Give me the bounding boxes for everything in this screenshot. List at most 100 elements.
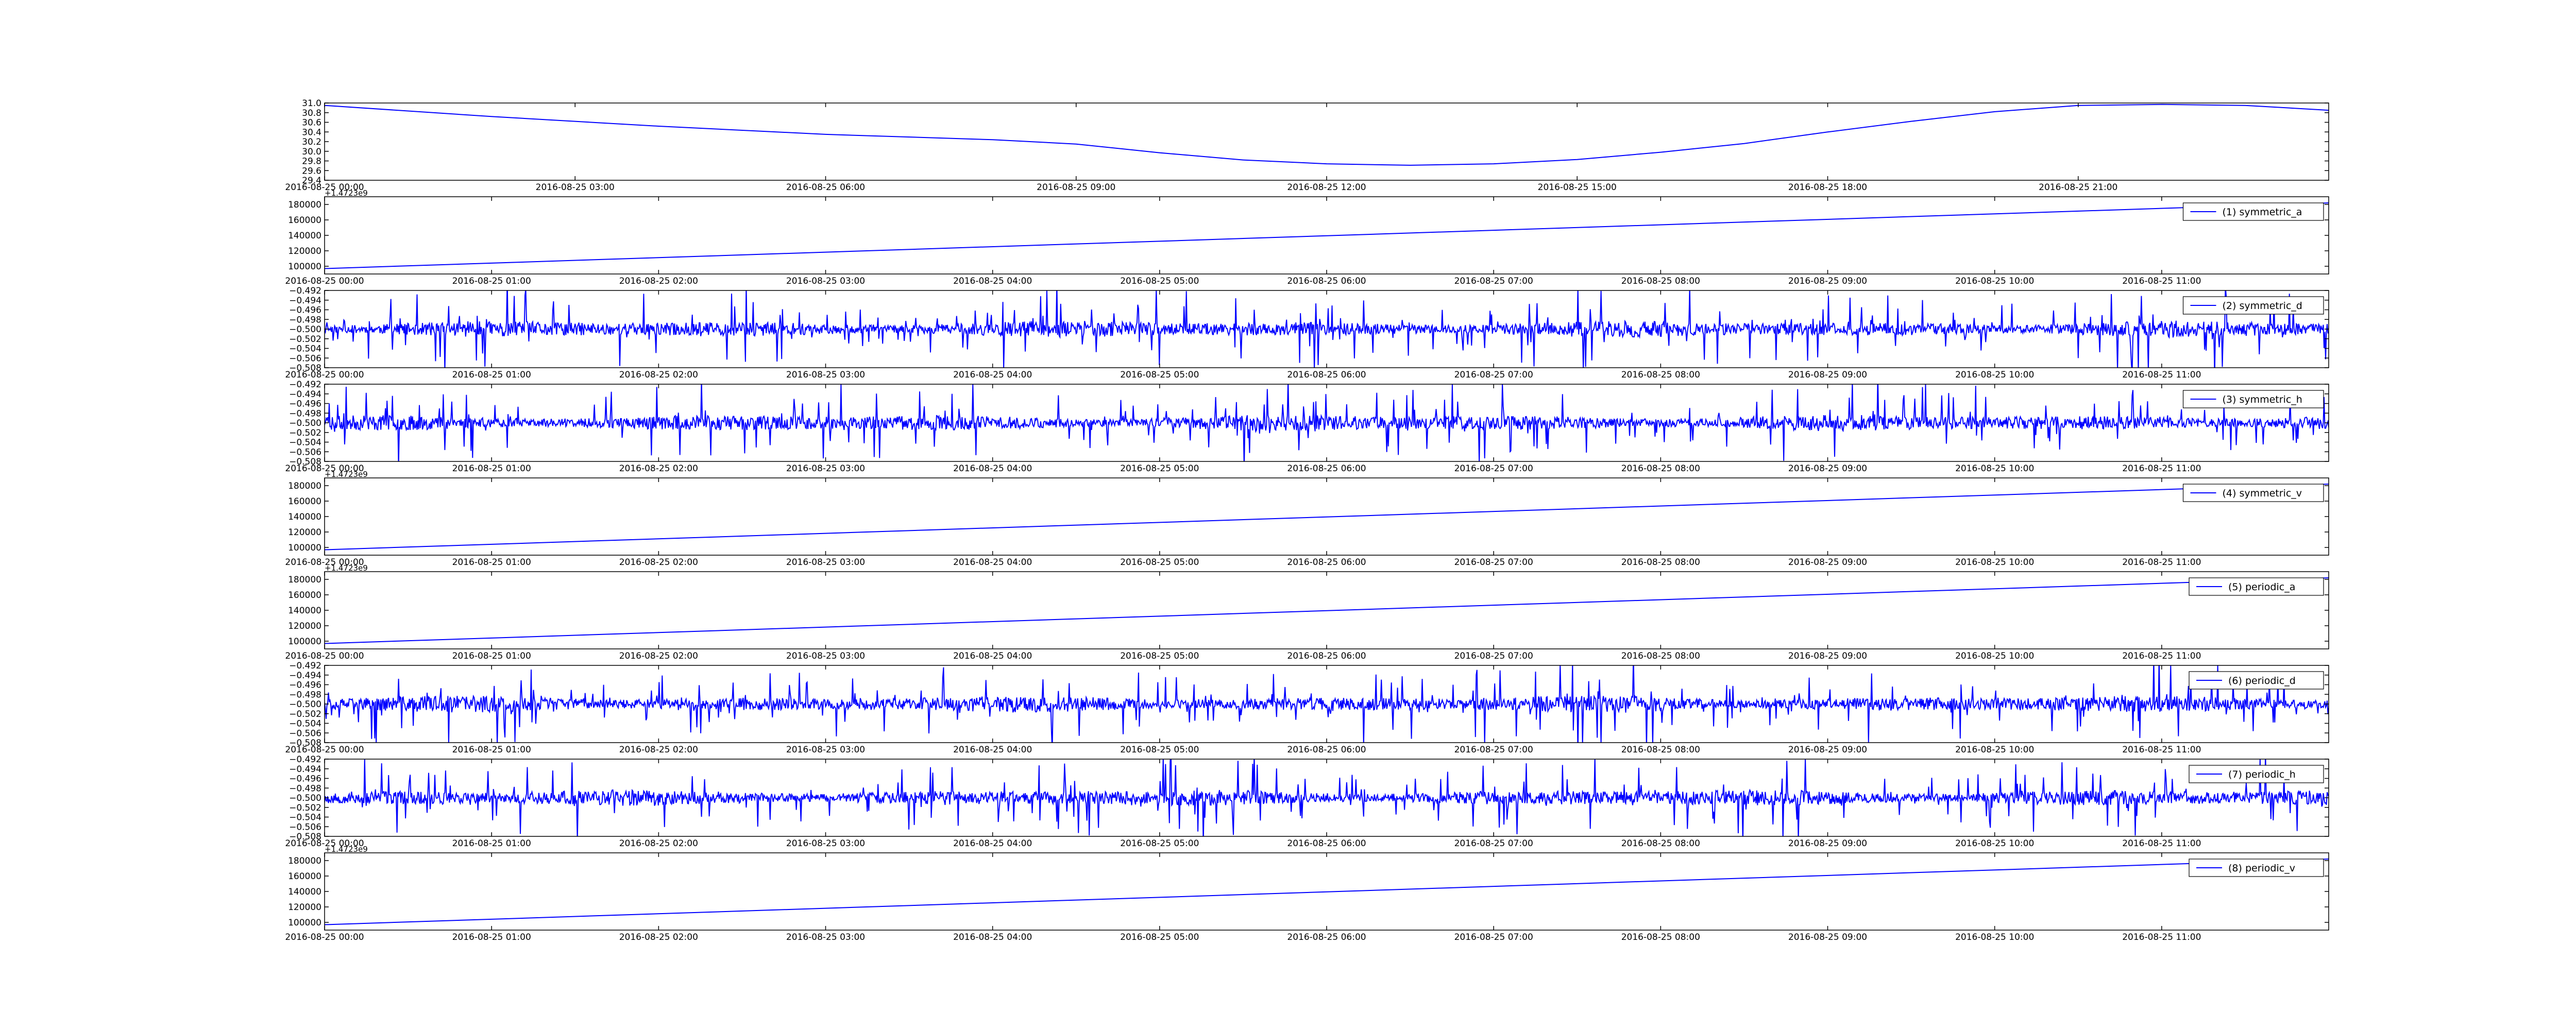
x-tick-label: 2016-08-25 04:00 xyxy=(953,276,1032,286)
x-tick-label: 2016-08-25 06:00 xyxy=(1287,651,1366,661)
y-tick-label: −0.508 xyxy=(289,832,321,842)
x-tick-label: 2016-08-25 09:00 xyxy=(1788,370,1867,380)
y-tick-label: −0.492 xyxy=(289,661,321,671)
x-tick-label: 2016-08-25 08:00 xyxy=(1621,276,1700,286)
x-tick-label: 2016-08-25 09:00 xyxy=(1788,651,1867,661)
series-line xyxy=(325,577,2329,644)
y-tick-label: −0.504 xyxy=(289,813,321,823)
y-tick-label: −0.496 xyxy=(289,774,321,784)
x-tick-label: 2016-08-25 05:00 xyxy=(1120,932,1199,942)
y-tick-label: −0.506 xyxy=(289,353,321,364)
y-tick-label: 30.2 xyxy=(302,137,321,147)
x-tick-label: 2016-08-25 00:00 xyxy=(285,276,364,286)
x-tick-label: 2016-08-25 09:00 xyxy=(1788,464,1867,474)
y-tick-label: 140000 xyxy=(288,887,321,897)
y-tick-label: 120000 xyxy=(288,902,321,913)
x-tick-label: 2016-08-25 07:00 xyxy=(1454,745,1533,755)
y-tick-label: 180000 xyxy=(288,200,321,210)
x-tick-label: 2016-08-25 05:00 xyxy=(1120,464,1199,474)
x-tick-label: 2016-08-25 03:00 xyxy=(786,932,865,942)
x-tick-label: 2016-08-25 06:00 xyxy=(1287,276,1366,286)
series-line xyxy=(325,202,2329,269)
series-line xyxy=(325,484,2329,551)
x-tick-label: 2016-08-25 01:00 xyxy=(452,276,531,286)
legend: (3) symmetric_h xyxy=(2182,390,2324,408)
y-tick-label: −0.506 xyxy=(289,447,321,457)
y-tick-label: 120000 xyxy=(288,621,321,631)
x-tick-label: 2016-08-25 09:00 xyxy=(1788,745,1867,755)
y-tick-label: −0.502 xyxy=(289,334,321,345)
subplot-7: −0.492−0.494−0.496−0.498−0.500−0.502−0.5… xyxy=(285,661,2329,755)
x-tick-label: 2016-08-25 00:00 xyxy=(285,838,364,849)
x-tick-label: 2016-08-25 07:00 xyxy=(1454,276,1533,286)
y-tick-label: 100000 xyxy=(288,262,321,272)
x-tick-label: 2016-08-25 11:00 xyxy=(2122,651,2201,661)
x-tick-label: 2016-08-25 21:00 xyxy=(2039,182,2117,193)
x-tick-label: 2016-08-25 01:00 xyxy=(452,651,531,661)
x-tick-label: 2016-08-25 00:00 xyxy=(285,932,364,942)
y-tick-label: −0.498 xyxy=(289,690,321,700)
axis-offset-label: +1.4723e9 xyxy=(325,563,368,573)
subplot-3: −0.492−0.494−0.496−0.498−0.500−0.502−0.5… xyxy=(285,286,2329,380)
x-tick-label: 2016-08-25 03:00 xyxy=(786,557,865,568)
x-tick-label: 2016-08-25 08:00 xyxy=(1621,464,1700,474)
x-tick-label: 2016-08-25 02:00 xyxy=(619,370,698,380)
x-tick-label: 2016-08-25 08:00 xyxy=(1621,838,1700,849)
x-tick-label: 2016-08-25 10:00 xyxy=(1955,651,2034,661)
x-tick-label: 2016-08-25 06:00 xyxy=(786,182,865,193)
y-tick-label: −0.500 xyxy=(289,324,321,335)
x-tick-label: 2016-08-25 06:00 xyxy=(1287,838,1366,849)
y-tick-label: 160000 xyxy=(288,496,321,507)
x-tick-label: 2016-08-25 03:00 xyxy=(786,745,865,755)
y-tick-label: −0.492 xyxy=(289,754,321,765)
y-tick-label: 160000 xyxy=(288,590,321,600)
y-tick-label: 31.0 xyxy=(302,98,321,109)
y-tick-label: 30.8 xyxy=(302,108,321,118)
y-tick-label: −0.504 xyxy=(289,344,321,354)
x-tick-label: 2016-08-25 11:00 xyxy=(2122,838,2201,849)
x-tick-label: 2016-08-25 10:00 xyxy=(1955,838,2034,849)
x-tick-label: 2016-08-25 07:00 xyxy=(1454,932,1533,942)
axis-offset-label: +1.4723e9 xyxy=(325,188,368,198)
subplot-2: 180000 160000 140000 120000 100000 2016-08-25… xyxy=(285,188,2329,286)
legend: (6) periodic_d xyxy=(2189,671,2324,690)
x-tick-label: 2016-08-25 04:00 xyxy=(953,557,1032,568)
legend-label: (3) symmetric_h xyxy=(2223,394,2302,405)
series-line xyxy=(325,759,2329,836)
y-tick-label: −0.492 xyxy=(289,380,321,390)
series-line xyxy=(325,384,2329,461)
y-tick-label: −0.506 xyxy=(289,822,321,832)
x-tick-label: 2016-08-25 11:00 xyxy=(2122,557,2201,568)
x-tick-label: 2016-08-25 09:00 xyxy=(1788,557,1867,568)
legend-box xyxy=(2189,765,2324,783)
y-tick-label: 160000 xyxy=(288,215,321,226)
x-tick-label: 2016-08-25 05:00 xyxy=(1120,838,1199,849)
x-tick-label: 2016-08-25 03:00 xyxy=(786,651,865,661)
y-tick-label: −0.498 xyxy=(289,408,321,419)
y-tick-label: 140000 xyxy=(288,512,321,522)
y-tick-label: 100000 xyxy=(288,637,321,647)
x-tick-label: 2016-08-25 03:00 xyxy=(786,370,865,380)
legend: (8) periodic_v xyxy=(2189,859,2324,877)
x-tick-label: 2016-08-25 08:00 xyxy=(1621,370,1700,380)
x-tick-label: 2016-08-25 09:00 xyxy=(1037,182,1115,193)
x-tick-label: 2016-08-25 06:00 xyxy=(1287,464,1366,474)
x-tick-label: 2016-08-25 05:00 xyxy=(1120,370,1199,380)
x-tick-label: 2016-08-25 12:00 xyxy=(1287,182,1366,193)
x-tick-label: 2016-08-25 08:00 xyxy=(1621,557,1700,568)
y-tick-label: −0.508 xyxy=(289,363,321,373)
y-tick-label: −0.502 xyxy=(289,428,321,438)
x-tick-label: 2016-08-25 04:00 xyxy=(953,745,1032,755)
y-tick-label: 30.4 xyxy=(302,127,321,138)
legend: (4) symmetric_v xyxy=(2182,484,2324,502)
y-tick-label: −0.498 xyxy=(289,315,321,325)
subplot-8: −0.492−0.494−0.496−0.498−0.500−0.502−0.5… xyxy=(285,754,2329,849)
x-tick-label: 2016-08-25 02:00 xyxy=(619,464,698,474)
x-tick-label: 2016-08-25 07:00 xyxy=(1454,464,1533,474)
x-tick-label: 2016-08-25 00:00 xyxy=(285,557,364,568)
y-tick-label: 29.8 xyxy=(302,157,321,167)
x-tick-label: 2016-08-25 08:00 xyxy=(1621,932,1700,942)
x-tick-label: 2016-08-25 04:00 xyxy=(953,932,1032,942)
x-tick-label: 2016-08-25 04:00 xyxy=(953,370,1032,380)
